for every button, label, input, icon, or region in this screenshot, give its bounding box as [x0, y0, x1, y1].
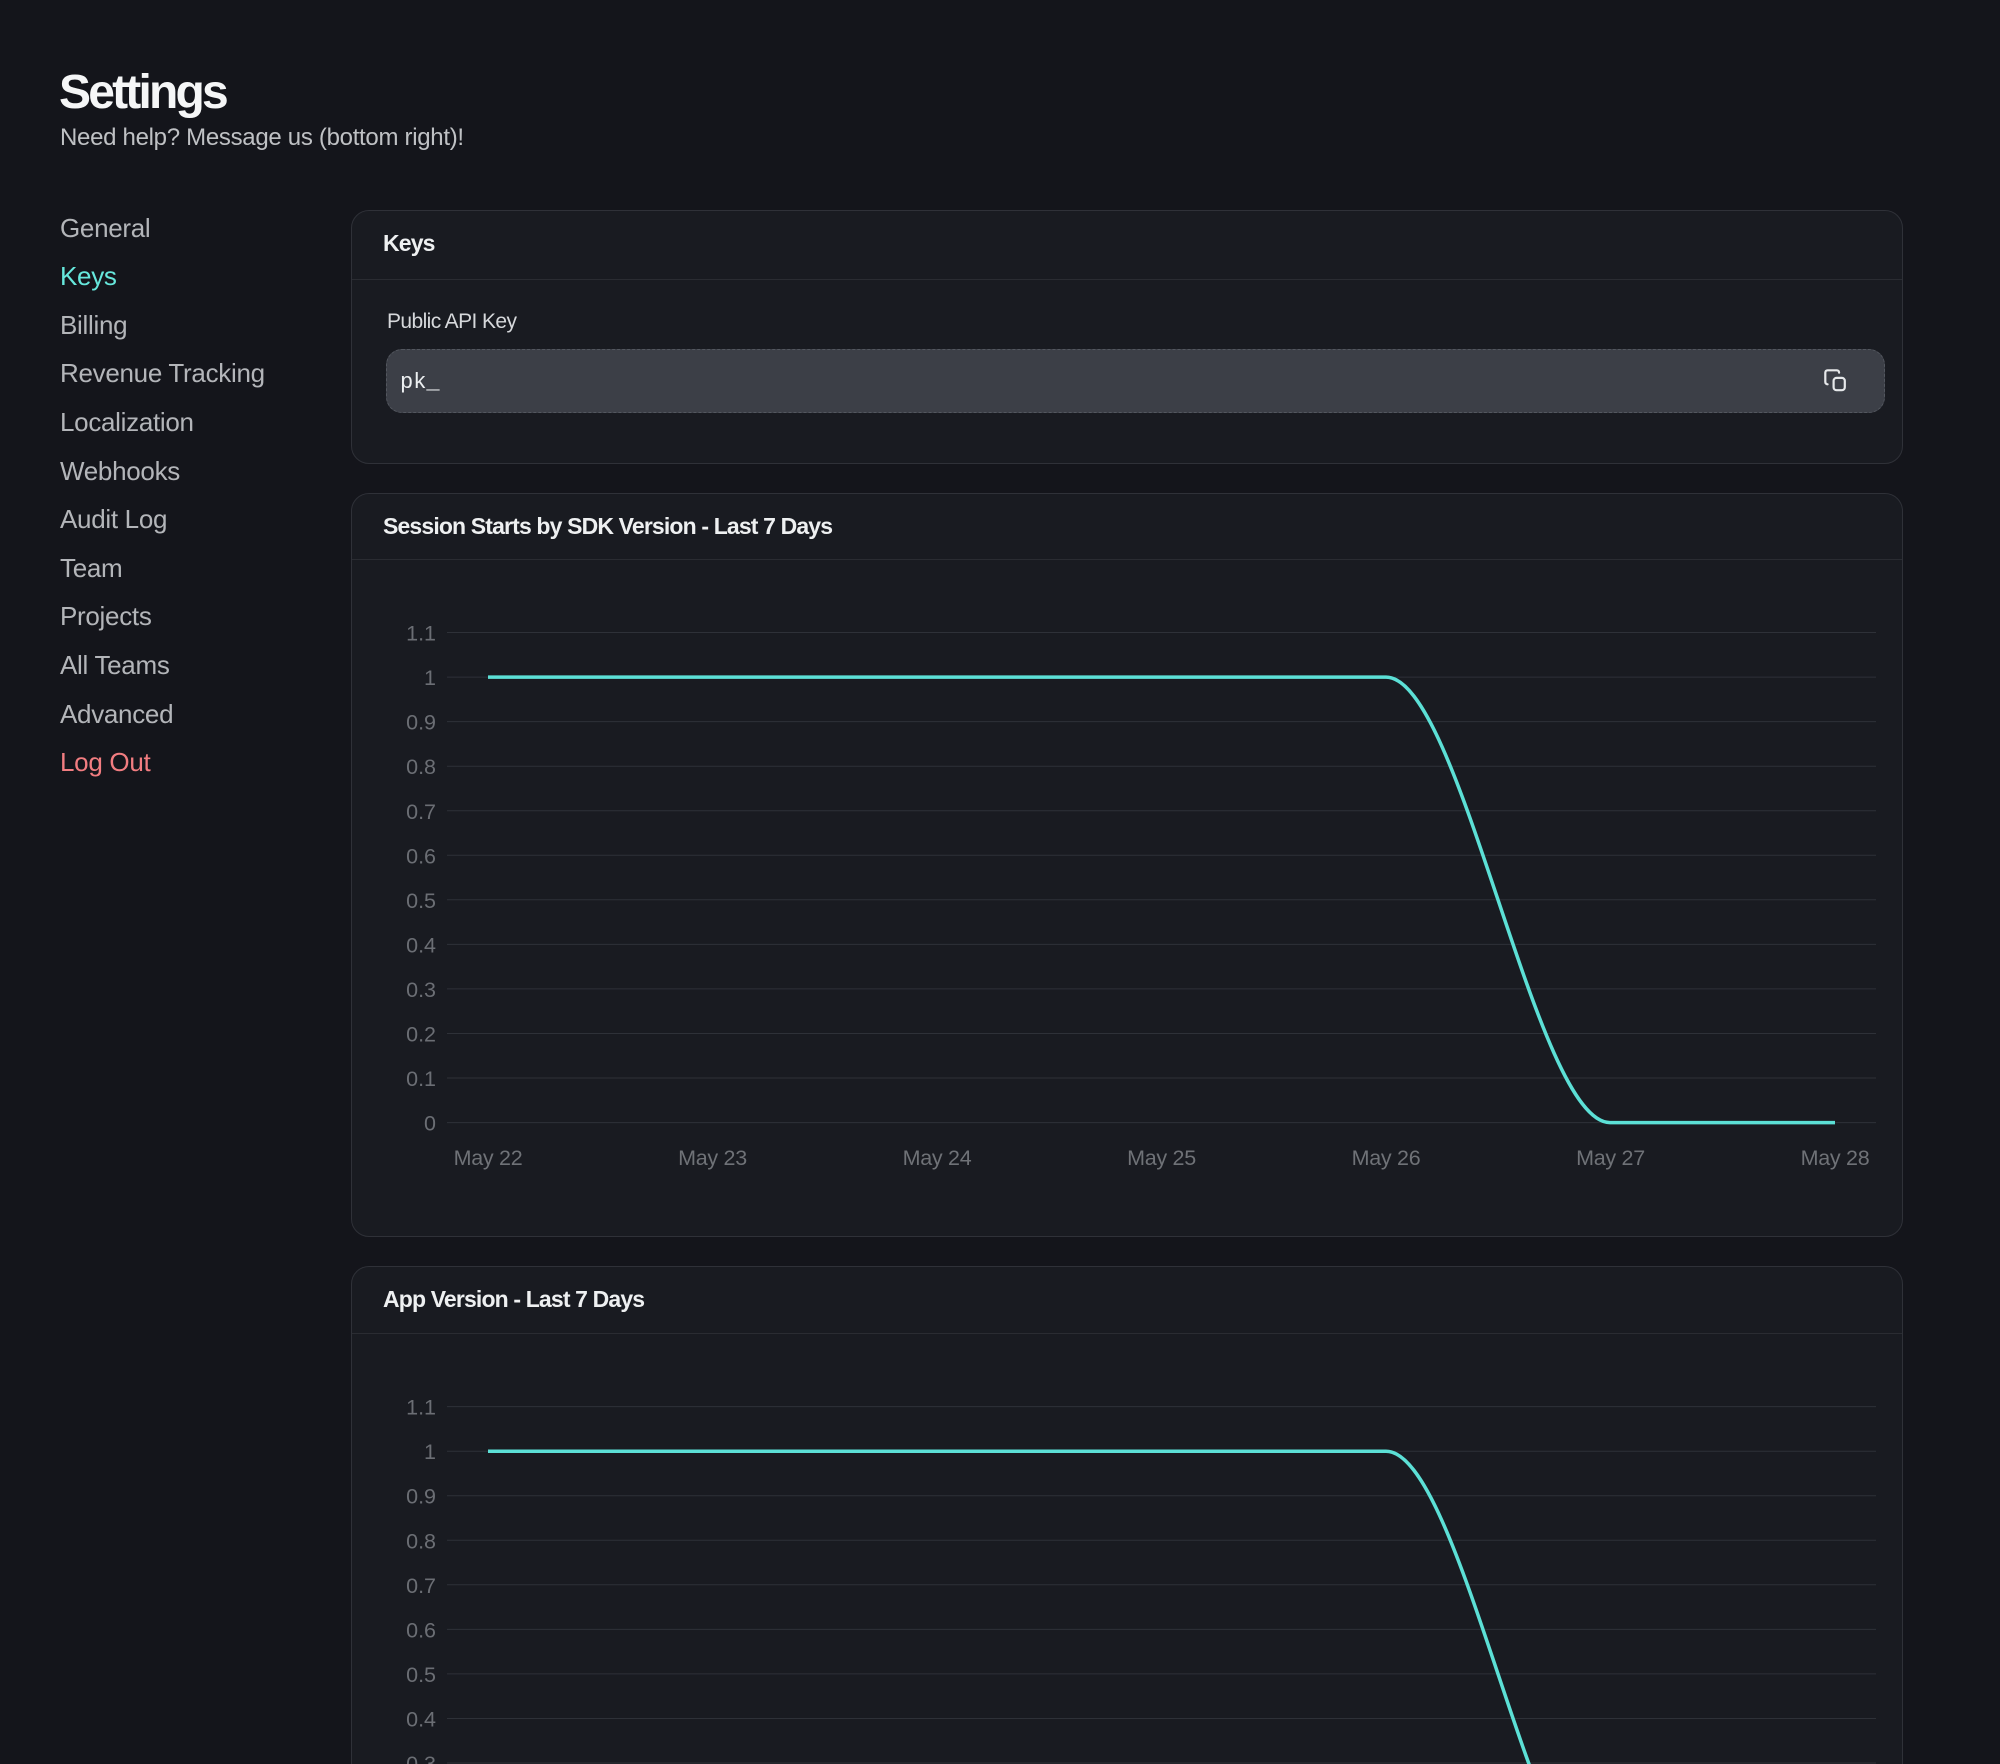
svg-text:0.3: 0.3 [406, 1752, 436, 1764]
svg-text:0.5: 0.5 [406, 889, 436, 913]
svg-text:May 24: May 24 [903, 1146, 972, 1170]
svg-text:0.6: 0.6 [406, 1618, 436, 1642]
svg-text:May 25: May 25 [1127, 1146, 1196, 1170]
svg-text:0.6: 0.6 [406, 844, 436, 868]
svg-text:0.4: 0.4 [406, 1708, 436, 1732]
svg-text:0.5: 0.5 [406, 1663, 436, 1687]
svg-text:May 26: May 26 [1352, 1146, 1421, 1170]
svg-text:0.9: 0.9 [406, 1485, 436, 1509]
svg-text:1: 1 [424, 1440, 436, 1464]
svg-text:1: 1 [424, 666, 436, 690]
svg-text:0.9: 0.9 [406, 711, 436, 735]
svg-text:May 28: May 28 [1801, 1146, 1870, 1170]
svg-text:1.1: 1.1 [406, 1396, 436, 1420]
svg-text:0: 0 [424, 1112, 436, 1136]
svg-text:0.3: 0.3 [406, 978, 436, 1002]
svg-text:May 22: May 22 [454, 1146, 523, 1170]
svg-text:0.7: 0.7 [406, 1574, 436, 1598]
svg-text:0.8: 0.8 [406, 1529, 436, 1553]
svg-text:0.1: 0.1 [406, 1067, 436, 1091]
svg-text:May 27: May 27 [1576, 1146, 1645, 1170]
svg-text:0.2: 0.2 [406, 1023, 436, 1047]
svg-text:0.8: 0.8 [406, 755, 436, 779]
svg-text:1.1: 1.1 [406, 622, 436, 646]
svg-text:0.4: 0.4 [406, 933, 436, 957]
svg-text:May 23: May 23 [678, 1146, 747, 1170]
svg-text:0.7: 0.7 [406, 800, 436, 824]
